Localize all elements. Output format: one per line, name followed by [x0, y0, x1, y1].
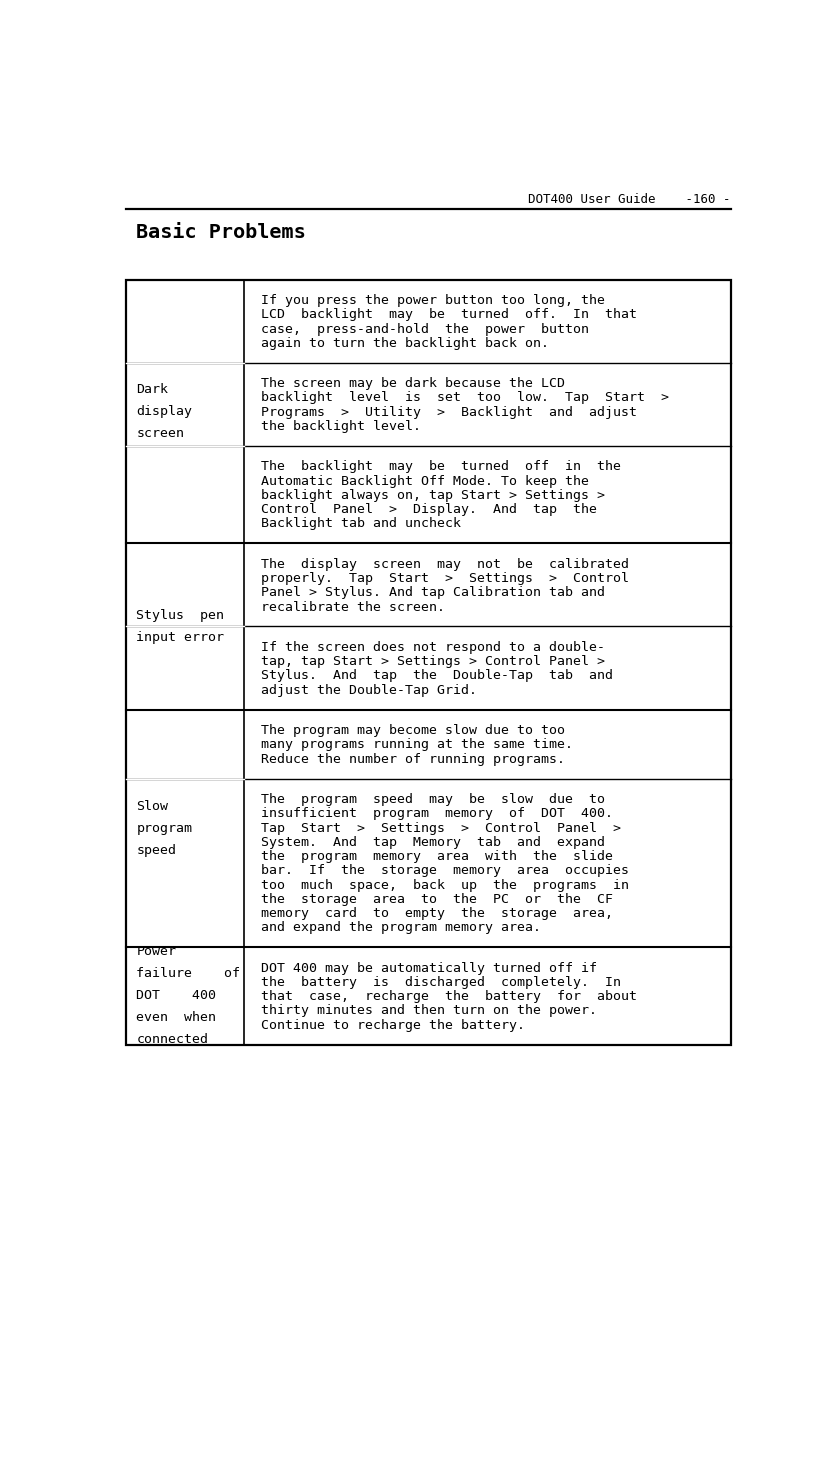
Text: Programs  >  Utility  >  Backlight  and  adjust: Programs > Utility > Backlight and adjus… — [261, 406, 637, 418]
Text: Basic Problems: Basic Problems — [136, 222, 306, 242]
Text: The  program  speed  may  be  slow  due  to: The program speed may be slow due to — [261, 793, 605, 807]
Text: Tap  Start  >  Settings  >  Control  Panel  >: Tap Start > Settings > Control Panel > — [261, 822, 621, 835]
Text: Stylus  pen
input error: Stylus pen input error — [136, 610, 224, 644]
Text: the  program  memory  area  with  the  slide: the program memory area with the slide — [261, 850, 612, 863]
Text: too  much  space,  back  up  the  programs  in: too much space, back up the programs in — [261, 878, 629, 891]
Text: adjust the Double-Tap Grid.: adjust the Double-Tap Grid. — [261, 684, 477, 697]
Text: backlight  level  is  set  too  low.  Tap  Start  >: backlight level is set too low. Tap Star… — [261, 392, 669, 405]
Text: the backlight level.: the backlight level. — [261, 420, 420, 433]
Text: Reduce the number of running programs.: Reduce the number of running programs. — [261, 752, 564, 765]
Text: Dark
display
screen: Dark display screen — [136, 383, 193, 440]
Text: The screen may be dark because the LCD: The screen may be dark because the LCD — [261, 377, 564, 390]
Text: The  display  screen  may  not  be  calibrated: The display screen may not be calibrated — [261, 558, 629, 571]
Text: tap, tap Start > Settings > Control Panel >: tap, tap Start > Settings > Control Pane… — [261, 655, 605, 669]
Text: again to turn the backlight back on.: again to turn the backlight back on. — [261, 337, 548, 350]
Text: and expand the program memory area.: and expand the program memory area. — [261, 921, 541, 934]
Text: The program may become slow due to too: The program may become slow due to too — [261, 724, 564, 737]
Text: case,  press-and-hold  the  power  button: case, press-and-hold the power button — [261, 323, 588, 335]
Text: Continue to recharge the battery.: Continue to recharge the battery. — [261, 1019, 524, 1032]
Text: the  storage  area  to  the  PC  or  the  CF: the storage area to the PC or the CF — [261, 893, 612, 906]
Text: backlight always on, tap Start > Settings >: backlight always on, tap Start > Setting… — [261, 489, 605, 501]
Text: thirty minutes and then turn on the power.: thirty minutes and then turn on the powe… — [261, 1004, 597, 1017]
Text: properly.  Tap  Start  >  Settings  >  Control: properly. Tap Start > Settings > Control — [261, 572, 629, 586]
Text: many programs running at the same time.: many programs running at the same time. — [261, 739, 573, 752]
Text: LCD  backlight  may  be  turned  off.  In  that: LCD backlight may be turned off. In that — [261, 308, 637, 322]
Text: Power
failure    of
DOT    400
even  when
connected: Power failure of DOT 400 even when conne… — [136, 945, 240, 1047]
Text: DOT400 User Guide    -160 -: DOT400 User Guide -160 - — [529, 193, 730, 206]
Text: If you press the power button too long, the: If you press the power button too long, … — [261, 294, 605, 307]
Bar — [125, 280, 730, 1044]
Text: Panel > Stylus. And tap Calibration tab and: Panel > Stylus. And tap Calibration tab … — [261, 586, 605, 599]
Text: bar.  If  the  storage  memory  area  occupies: bar. If the storage memory area occupies — [261, 865, 629, 878]
Text: System.  And  tap  Memory  tab  and  expand: System. And tap Memory tab and expand — [261, 836, 605, 848]
Text: Automatic Backlight Off Mode. To keep the: Automatic Backlight Off Mode. To keep th… — [261, 475, 588, 488]
Text: The  backlight  may  be  turned  off  in  the: The backlight may be turned off in the — [261, 460, 621, 473]
Text: DOT 400 may be automatically turned off if: DOT 400 may be automatically turned off … — [261, 961, 597, 974]
Text: Slow
program
speed: Slow program speed — [136, 799, 193, 857]
Text: Stylus.  And  tap  the  Double-Tap  tab  and: Stylus. And tap the Double-Tap tab and — [261, 669, 612, 682]
Text: Control  Panel  >  Display.  And  tap  the: Control Panel > Display. And tap the — [261, 503, 597, 516]
Text: Backlight tab and uncheck: Backlight tab and uncheck — [261, 518, 460, 531]
Text: recalibrate the screen.: recalibrate the screen. — [261, 601, 445, 614]
Text: insufficient  program  memory  of  DOT  400.: insufficient program memory of DOT 400. — [261, 807, 612, 820]
Text: the  battery  is  discharged  completely.  In: the battery is discharged completely. In — [261, 976, 621, 989]
Text: memory  card  to  empty  the  storage  area,: memory card to empty the storage area, — [261, 908, 612, 919]
Text: If the screen does not respond to a double-: If the screen does not respond to a doub… — [261, 641, 605, 654]
Text: that  case,  recharge  the  battery  for  about: that case, recharge the battery for abou… — [261, 991, 637, 1003]
